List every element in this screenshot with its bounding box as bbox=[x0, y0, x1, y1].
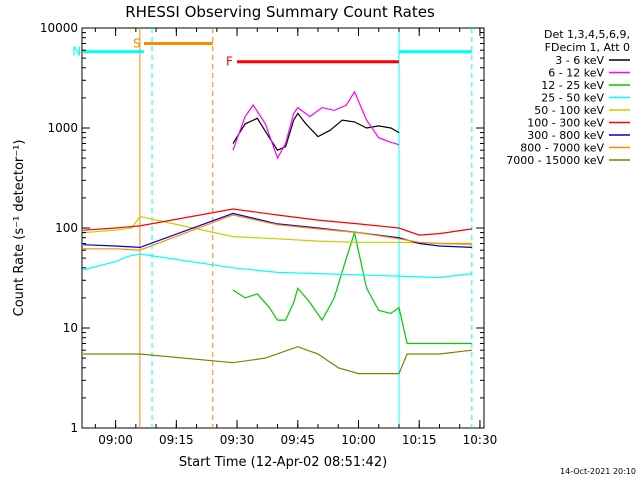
footer-timestamp: 14-Oct-2021 20:10 bbox=[560, 467, 636, 476]
legend-entry-label: 7000 - 15000 keV bbox=[506, 154, 604, 167]
legend-header: FDecim 1, Att 0 bbox=[545, 41, 630, 54]
legend-entry-label: 6 - 12 keV bbox=[548, 67, 604, 80]
series-line bbox=[83, 253, 472, 279]
legend-entry-label: 100 - 300 keV bbox=[527, 117, 604, 130]
x-tick-label: 10:00 bbox=[341, 433, 376, 447]
legend-header: Det 1,3,4,5,6,9, bbox=[544, 28, 630, 41]
y-tick-label: 100 bbox=[55, 221, 78, 235]
flag-label: F bbox=[226, 55, 233, 69]
series-line bbox=[83, 215, 472, 246]
series-line bbox=[83, 208, 472, 236]
x-tick-label: 09:00 bbox=[98, 433, 133, 447]
y-tick-label: 1 bbox=[70, 421, 78, 435]
series-line bbox=[83, 212, 472, 249]
x-axis-label: Start Time (12-Apr-02 08:51:42) bbox=[179, 455, 387, 470]
vertical-markers bbox=[139, 28, 473, 428]
legend-entry-label: 3 - 6 keV bbox=[555, 54, 604, 67]
series-line bbox=[83, 214, 472, 251]
y-tick-label: 10 bbox=[63, 321, 78, 335]
legend: Det 1,3,4,5,6,9,FDecim 1, Att 03 - 6 keV… bbox=[506, 28, 630, 167]
series-line bbox=[232, 230, 472, 345]
series-line bbox=[83, 346, 472, 375]
flag-label: N bbox=[72, 45, 81, 59]
observing-flags: S N F bbox=[72, 36, 472, 69]
legend-entry-label: 300 - 800 keV bbox=[527, 129, 604, 142]
x-tick-label: 10:30 bbox=[463, 433, 498, 447]
y-axis-label: Count Rate (s⁻¹ detector⁻¹) bbox=[12, 140, 27, 317]
plot-frame bbox=[81, 27, 485, 429]
y-tick-label: 1000 bbox=[47, 121, 78, 135]
x-tick-label: 09:15 bbox=[159, 433, 194, 447]
y-tick-label: 10000 bbox=[40, 21, 78, 35]
series-line bbox=[232, 90, 400, 160]
legend-entry-label: 12 - 25 keV bbox=[541, 79, 604, 92]
flag-label: S bbox=[133, 36, 141, 50]
y-axis-ticks: 1 10 100 1000 10000 bbox=[40, 21, 484, 435]
x-tick-label: 09:45 bbox=[280, 433, 315, 447]
x-tick-label: 10:15 bbox=[402, 433, 437, 447]
x-tick-label: 09:30 bbox=[220, 433, 255, 447]
legend-entry-label: 25 - 50 keV bbox=[541, 92, 604, 105]
legend-entry-label: 800 - 7000 keV bbox=[520, 142, 604, 155]
legend-entry-label: 50 - 100 keV bbox=[534, 104, 604, 117]
x-axis-ticks: 09:00 09:15 09:30 09:45 10:00 10:15 10:30 bbox=[94, 28, 498, 447]
series-line bbox=[232, 112, 400, 151]
data-series bbox=[83, 90, 472, 375]
chart-title: RHESSI Observing Summary Count Rates bbox=[125, 3, 435, 21]
